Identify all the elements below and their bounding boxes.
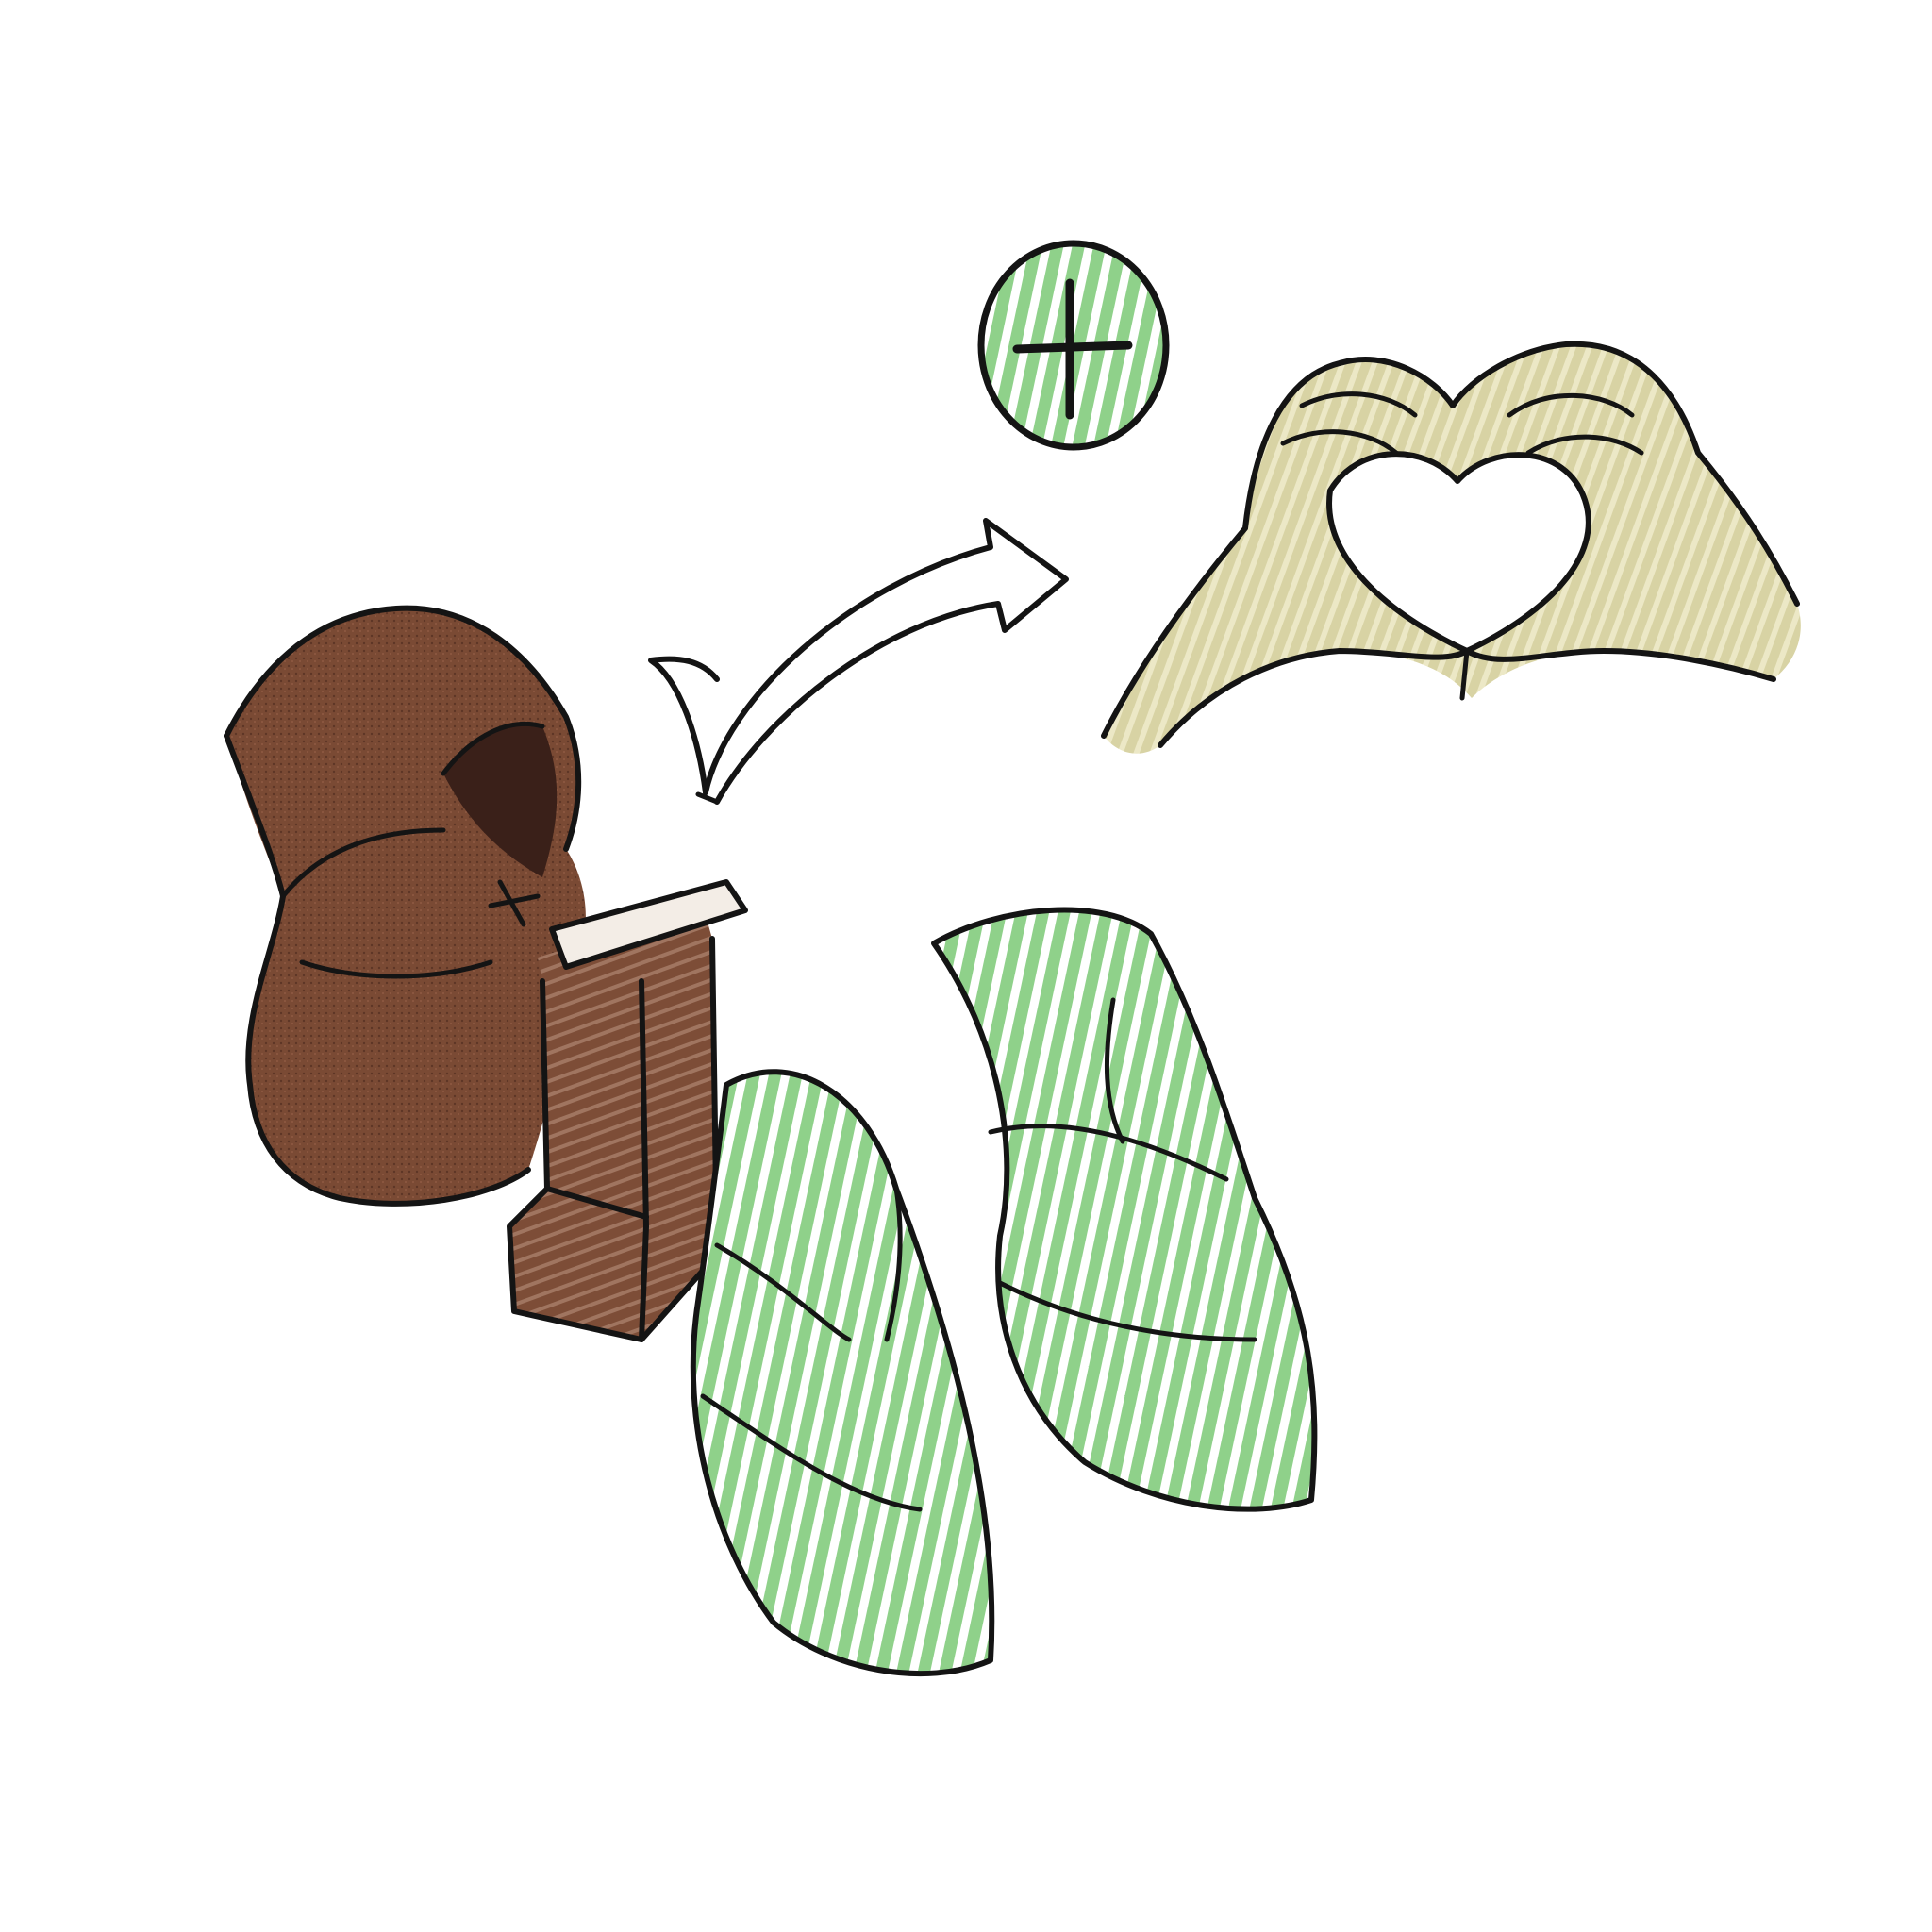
heart-hands-icon bbox=[1101, 341, 1801, 754]
lectern-icon bbox=[507, 879, 748, 1342]
curved-arrow-icon bbox=[648, 518, 1069, 805]
hooded-monk-icon bbox=[224, 605, 586, 1207]
plus-circle-icon bbox=[977, 240, 1170, 451]
green-leaves-icon bbox=[690, 907, 1318, 1677]
